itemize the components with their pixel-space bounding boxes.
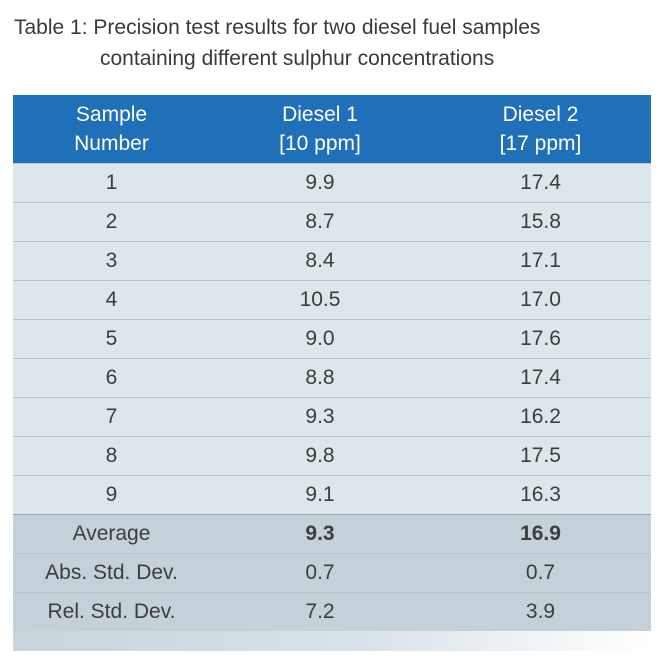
- rel-std-dev-label: Rel. Std. Dev.: [13, 592, 210, 631]
- table-row: 3 8.4 17.1: [13, 241, 651, 281]
- header-diesel-2-line1: Diesel 2: [502, 103, 579, 126]
- header-sample-number: Sample Number: [13, 95, 210, 164]
- table-row: 5 9.0 17.6: [13, 319, 651, 359]
- diesel-2-cell: 17.4: [430, 358, 651, 398]
- table-header: Sample Number Diesel 1 [10 ppm] Diesel 2…: [13, 95, 651, 164]
- rel-std-dev-diesel-2: 3.9: [430, 592, 651, 631]
- rel-std-dev-diesel-1: 7.2: [210, 592, 430, 631]
- sample-number-cell: 4: [13, 280, 210, 320]
- sample-number-cell: 6: [13, 358, 210, 398]
- diesel-1-cell: 8.8: [210, 358, 430, 398]
- abs-std-dev-diesel-2: 0.7: [430, 553, 651, 593]
- table-body: 1 9.9 17.4 2 8.7 15.8 3 8.4 17.1 4 10.5 …: [13, 163, 651, 631]
- sample-number-cell: 9: [13, 475, 210, 515]
- diesel-1-cell: 9.0: [210, 319, 430, 359]
- diesel-1-cell: 9.9: [210, 163, 430, 203]
- diesel-1-cell: 9.8: [210, 436, 430, 476]
- header-row: Sample Number Diesel 1 [10 ppm] Diesel 2…: [13, 95, 651, 164]
- precision-table-container: Sample Number Diesel 1 [10 ppm] Diesel 2…: [13, 95, 651, 657]
- diesel-2-cell: 17.5: [430, 436, 651, 476]
- precision-table: Sample Number Diesel 1 [10 ppm] Diesel 2…: [13, 95, 651, 631]
- sample-number-cell: 1: [13, 163, 210, 203]
- diesel-1-cell: 10.5: [210, 280, 430, 320]
- caption-line-2: containing different sulphur concentrati…: [100, 47, 495, 70]
- sample-number-cell: 2: [13, 202, 210, 242]
- header-sample-number-line1: Sample: [75, 103, 148, 126]
- diesel-2-cell: 17.6: [430, 319, 651, 359]
- sample-number-cell: 7: [13, 397, 210, 437]
- header-diesel-1-line2: [10 ppm]: [279, 132, 361, 155]
- table-row: 4 10.5 17.0: [13, 280, 651, 320]
- header-diesel-1-line1: Diesel 1: [282, 103, 358, 126]
- diesel-2-cell: 17.1: [430, 241, 651, 281]
- diesel-2-cell: 17.4: [430, 163, 651, 203]
- header-diesel-2-line2: [17 ppm]: [499, 132, 582, 155]
- diesel-1-cell: 8.7: [210, 202, 430, 242]
- table-row: 8 9.8 17.5: [13, 436, 651, 476]
- table-row: 1 9.9 17.4: [13, 163, 651, 203]
- abs-std-dev-diesel-1: 0.7: [210, 553, 430, 593]
- average-diesel-1: 9.3: [210, 514, 430, 554]
- rel-std-dev-row: Rel. Std. Dev. 7.2 3.9: [13, 592, 651, 631]
- caption-line-1: Table 1: Precision test results for two …: [14, 16, 541, 39]
- diesel-1-cell: 9.1: [210, 475, 430, 515]
- abs-std-dev-label: Abs. Std. Dev.: [13, 553, 210, 593]
- diesel-1-cell: 8.4: [210, 241, 430, 281]
- table-row: 2 8.7 15.8: [13, 202, 651, 242]
- average-label: Average: [13, 514, 210, 554]
- table-caption: Table 1: Precision test results for two …: [14, 12, 654, 74]
- header-diesel-1: Diesel 1 [10 ppm]: [210, 95, 430, 164]
- table-row: 7 9.3 16.2: [13, 397, 651, 437]
- header-sample-number-line2: Number: [74, 132, 149, 155]
- sample-number-cell: 8: [13, 436, 210, 476]
- diesel-2-cell: 16.2: [430, 397, 651, 437]
- sample-number-cell: 5: [13, 319, 210, 359]
- abs-std-dev-row: Abs. Std. Dev. 0.7 0.7: [13, 553, 651, 593]
- table-row: 6 8.8 17.4: [13, 358, 651, 398]
- sample-number-cell: 3: [13, 241, 210, 281]
- diesel-2-cell: 16.3: [430, 475, 651, 515]
- diesel-2-cell: 15.8: [430, 202, 651, 242]
- average-row: Average 9.3 16.9: [13, 514, 651, 554]
- table-footer-strip: [13, 631, 651, 651]
- table-row: 9 9.1 16.3: [13, 475, 651, 515]
- diesel-2-cell: 17.0: [430, 280, 651, 320]
- header-diesel-2: Diesel 2 [17 ppm]: [430, 95, 651, 164]
- average-diesel-2: 16.9: [430, 514, 651, 554]
- diesel-1-cell: 9.3: [210, 397, 430, 437]
